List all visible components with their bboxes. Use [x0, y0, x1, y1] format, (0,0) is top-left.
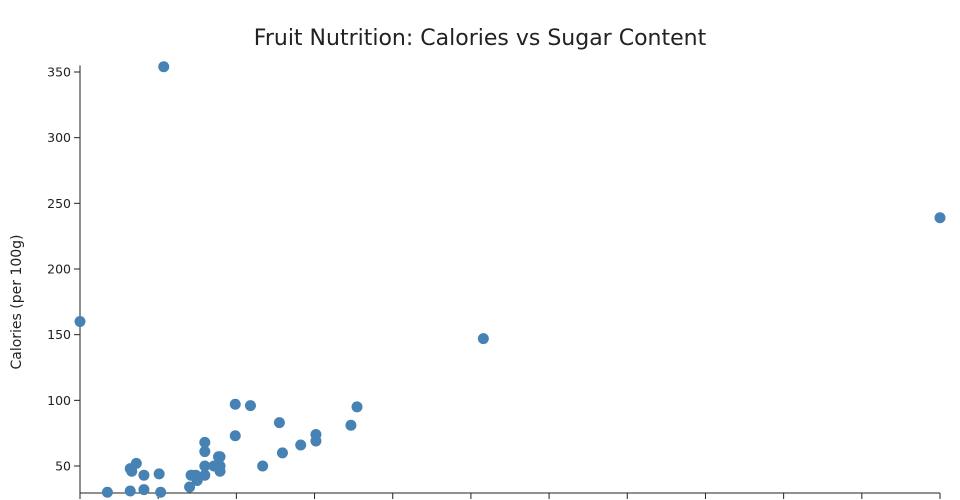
data-point — [184, 481, 196, 493]
data-point — [257, 460, 269, 472]
data-point — [124, 485, 136, 497]
data-point — [199, 469, 211, 481]
y-tick-label: 200 — [47, 262, 71, 277]
data-point — [153, 468, 165, 480]
data-point — [155, 486, 167, 498]
data-point — [214, 451, 226, 463]
data-point — [199, 460, 211, 472]
data-point — [310, 435, 322, 447]
y-tick-label: 350 — [47, 65, 71, 80]
y-tick-label: 100 — [47, 393, 71, 408]
data-point — [199, 436, 211, 448]
data-point — [295, 439, 307, 451]
data-point — [477, 333, 489, 345]
data-point — [214, 465, 226, 477]
y-tick-label: 250 — [47, 196, 71, 211]
data-point — [934, 212, 946, 224]
data-point — [276, 447, 288, 459]
y-tick-label: 150 — [47, 327, 71, 342]
data-points — [74, 61, 946, 498]
y-tick-label: 300 — [47, 130, 71, 145]
data-point — [158, 61, 170, 73]
data-point — [199, 446, 211, 458]
data-point — [244, 400, 256, 412]
data-point — [229, 398, 241, 410]
data-point — [130, 457, 142, 469]
axes: 50 100 150 200 250 300 350 — [47, 65, 941, 499]
data-point — [351, 401, 363, 413]
data-point — [273, 417, 285, 429]
y-tick-label: 50 — [55, 459, 71, 474]
data-point — [74, 316, 86, 328]
data-point — [345, 419, 357, 431]
data-point — [138, 469, 150, 481]
data-point — [138, 484, 150, 496]
data-point — [229, 430, 241, 442]
data-point — [101, 486, 113, 498]
y-axis-label: Calories (per 100g) — [9, 234, 25, 369]
chart-title: Fruit Nutrition: Calories vs Sugar Conte… — [254, 26, 707, 51]
